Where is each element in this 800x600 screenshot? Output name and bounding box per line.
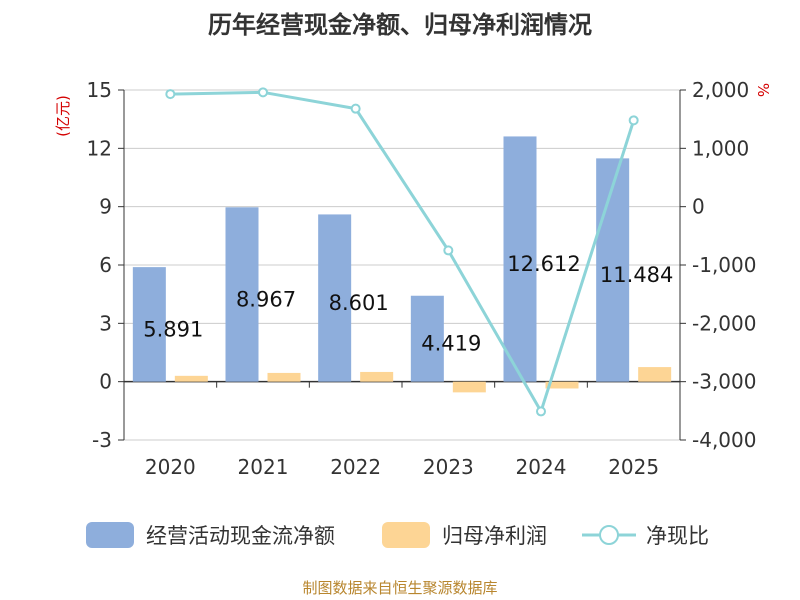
point-cash-ratio-2020 (165, 89, 176, 100)
bar-net-profit-2024 (545, 381, 579, 389)
x-tick-label: 2021 (238, 455, 289, 479)
data-label-2022: 8.601 (329, 291, 389, 315)
right-tick-label: 1,000 (692, 136, 749, 160)
right-tick-label: -3,000 (692, 370, 756, 394)
point-cash-ratio-2022 (350, 103, 361, 114)
right-tick-label: 2,000 (692, 78, 749, 102)
legend-swatch-net-profit (382, 522, 430, 548)
data-label-2023: 4.419 (421, 332, 481, 356)
line-cash-ratio (170, 90, 636, 416)
bar-cash-flow-2023 (410, 295, 444, 382)
left-tick-label: 15 (87, 78, 112, 102)
point-cash-ratio-2023 (443, 245, 454, 256)
x-tick-label: 2022 (330, 455, 381, 479)
bar-cash-flow-2024 (503, 136, 537, 382)
legend-label-cash-ratio: 净现比 (646, 524, 709, 548)
point-cash-ratio-2021 (258, 87, 268, 98)
right-tick-label: -2,000 (692, 311, 756, 335)
right-tick-label: -1,000 (692, 253, 756, 277)
right-axis-unit: % (754, 83, 772, 97)
axes: -3 0 3 6 9 12 15 -4,000 -3,000 -2,000 -1,000 0 1,000… (87, 78, 757, 479)
left-tick-label: 0 (99, 370, 112, 394)
legend-label-net-profit: 归母净利润 (442, 524, 547, 548)
bar-cash-flow-2022 (318, 214, 352, 382)
bar-series (132, 136, 672, 393)
legend-swatch-cash-flow (86, 522, 134, 548)
right-tick-label: -4,000 (692, 428, 756, 452)
legend-marker-cash-ratio (599, 525, 619, 545)
left-tick-label: 3 (99, 311, 112, 335)
left-tick-label: 6 (99, 253, 112, 277)
x-tick-label: 2025 (608, 455, 659, 479)
chart-title: 历年经营现金净额、归母净利润情况 (208, 11, 592, 39)
source-footer: 制图数据来自恒生聚源数据库 (302, 579, 497, 597)
point-cash-ratio-2025 (628, 115, 639, 126)
left-tick-label: -3 (92, 428, 112, 452)
legend: 经营活动现金流净额 归母净利润 净现比 (86, 522, 709, 548)
left-tick-label: 12 (87, 136, 112, 160)
bar-cash-flow-2021 (225, 207, 259, 382)
left-axis-unit: (亿元) (54, 95, 72, 137)
point-cash-ratio-2024 (536, 406, 546, 417)
bar-net-profit-2023 (452, 381, 486, 393)
x-tick-label: 2023 (423, 455, 474, 479)
line-series (165, 87, 639, 417)
data-label-2021: 8.967 (236, 287, 296, 311)
bar-cash-flow-2020 (132, 267, 166, 382)
x-tick-label: 2024 (516, 455, 567, 479)
bar-cash-flow-2025 (596, 158, 630, 382)
bar-net-profit-2022 (360, 371, 394, 382)
data-label-2025: 11.484 (600, 263, 673, 287)
bar-net-profit-2020 (174, 375, 208, 382)
data-label-2020: 5.891 (143, 317, 203, 341)
data-label-2024: 12.612 (507, 252, 580, 276)
legend-label-cash-flow: 经营活动现金流净额 (146, 524, 335, 548)
data-labels: 5.891 8.967 8.601 4.419 12.612 11.484 (143, 252, 673, 356)
left-tick-label: 9 (99, 195, 112, 219)
x-tick-label: 2020 (145, 455, 196, 479)
bar-net-profit-2021 (267, 372, 301, 382)
bar-net-profit-2025 (638, 367, 672, 382)
right-tick-label: 0 (692, 195, 705, 219)
